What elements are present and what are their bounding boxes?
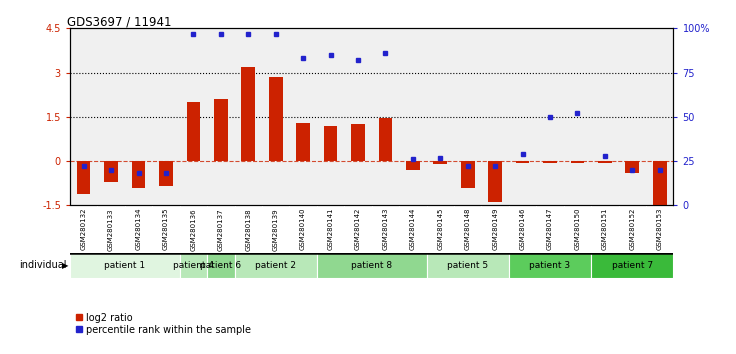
Bar	[351, 124, 365, 161]
Bar	[235, 253, 316, 278]
Bar	[70, 253, 180, 278]
Text: GSM280148: GSM280148	[464, 208, 471, 251]
Text: patient 5: patient 5	[447, 261, 488, 270]
Text: GSM280153: GSM280153	[657, 208, 662, 251]
Text: patient 3: patient 3	[529, 261, 570, 270]
Text: GSM280138: GSM280138	[245, 208, 251, 251]
Legend: log2 ratio, percentile rank within the sample: log2 ratio, percentile rank within the s…	[75, 313, 252, 335]
Text: GSM280152: GSM280152	[629, 208, 635, 250]
Bar	[159, 161, 173, 186]
Bar	[406, 161, 420, 170]
Bar	[434, 161, 447, 164]
Text: GSM280141: GSM280141	[328, 208, 333, 251]
Bar	[543, 161, 557, 164]
Text: GDS3697 / 11941: GDS3697 / 11941	[67, 15, 171, 28]
Bar	[461, 161, 475, 188]
Bar	[570, 161, 584, 162]
Text: patient 1: patient 1	[105, 261, 145, 270]
Bar	[516, 161, 529, 162]
Bar	[653, 161, 667, 205]
Text: GSM280134: GSM280134	[135, 208, 141, 251]
Bar	[598, 161, 612, 162]
Text: patient 8: patient 8	[351, 261, 392, 270]
Text: ▶: ▶	[62, 261, 68, 270]
Bar	[105, 161, 118, 182]
Text: GSM280149: GSM280149	[492, 208, 498, 251]
Text: GSM280142: GSM280142	[355, 208, 361, 250]
Text: GSM280145: GSM280145	[437, 208, 443, 250]
Bar	[488, 161, 502, 202]
Bar	[427, 253, 509, 278]
Text: patient 4: patient 4	[173, 261, 214, 270]
Text: GSM280133: GSM280133	[108, 208, 114, 251]
Text: GSM280146: GSM280146	[520, 208, 526, 251]
Text: GSM280136: GSM280136	[191, 208, 197, 251]
Text: GSM280147: GSM280147	[547, 208, 553, 251]
Text: GSM280137: GSM280137	[218, 208, 224, 251]
Bar	[316, 253, 427, 278]
Text: GSM280143: GSM280143	[383, 208, 389, 251]
Bar	[591, 253, 673, 278]
Text: individual: individual	[18, 261, 66, 270]
Text: GSM280139: GSM280139	[272, 208, 279, 251]
Bar	[207, 253, 235, 278]
Text: patient 2: patient 2	[255, 261, 296, 270]
Bar	[378, 118, 392, 161]
Bar	[180, 253, 207, 278]
Bar	[269, 77, 283, 161]
Text: GSM280150: GSM280150	[574, 208, 581, 251]
Text: patient 6: patient 6	[200, 261, 241, 270]
Text: patient 7: patient 7	[612, 261, 653, 270]
Bar	[132, 161, 146, 188]
Bar	[241, 67, 255, 161]
Bar	[214, 99, 227, 161]
Bar	[186, 102, 200, 161]
Bar	[626, 161, 639, 173]
Bar	[324, 126, 337, 161]
Text: GSM280140: GSM280140	[300, 208, 306, 251]
Bar	[296, 123, 310, 161]
Text: GSM280144: GSM280144	[410, 208, 416, 250]
Text: GSM280135: GSM280135	[163, 208, 169, 251]
Bar	[77, 161, 91, 194]
Bar	[509, 253, 591, 278]
Text: GSM280151: GSM280151	[602, 208, 608, 251]
Text: GSM280132: GSM280132	[81, 208, 87, 251]
